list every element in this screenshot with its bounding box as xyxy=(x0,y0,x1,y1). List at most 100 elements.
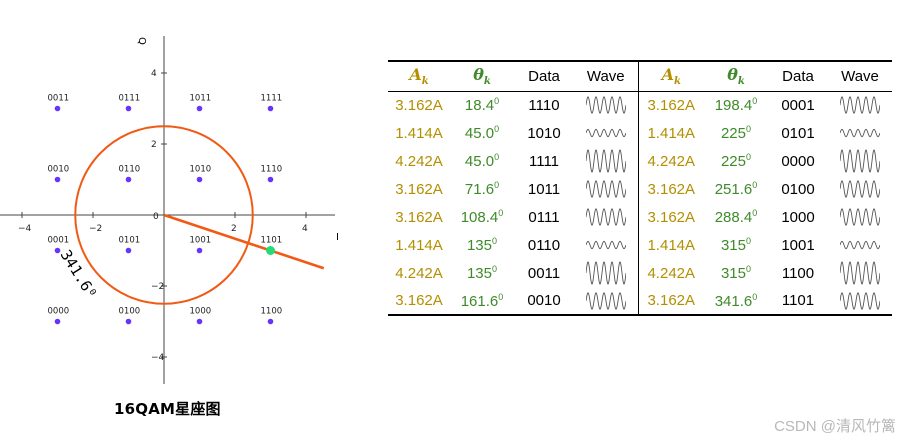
amplitude-cell: 1.414A xyxy=(637,119,704,147)
waveform-icon xyxy=(840,240,880,250)
amplitude-cell: 3.162A xyxy=(637,287,704,315)
table-row: 4.242A 45.00 1111 4.242A 2250 0000 xyxy=(388,147,892,175)
constellation-point xyxy=(196,176,203,183)
constellation-diagram: Q I −4 −2 0 2 4 4 2 −2 −4 0011 0111 1011 1111 0010 01… xyxy=(0,36,339,384)
wave-cell xyxy=(828,91,892,119)
wave-cell xyxy=(574,175,638,203)
constellation-point xyxy=(196,105,203,112)
data-bits-cell: 0100 xyxy=(781,180,815,198)
amplitude-cell: 4.242A xyxy=(637,147,704,175)
constellation-point xyxy=(267,105,274,112)
angle-header: θk xyxy=(473,65,491,88)
angle-label: 341.6⁰ xyxy=(57,247,101,302)
amplitude-circle xyxy=(74,125,254,305)
amplitude-cell: 4.242A xyxy=(395,152,443,170)
point-label: 0010 xyxy=(48,165,70,175)
data-bits-cell: 0001 xyxy=(781,96,815,114)
data-bits-cell: 0110 xyxy=(527,236,561,254)
angle-cell: 18.40 xyxy=(464,96,500,115)
angle-cell: 45.00 xyxy=(464,124,500,142)
watermark: CSDN @清风竹篱 xyxy=(774,418,896,435)
point-label: 0001 xyxy=(48,236,70,246)
diagram-caption: 16QAM星座图 xyxy=(114,400,221,418)
amplitude-cell: 4.242A xyxy=(637,259,704,287)
angle-cell: 1350 xyxy=(466,264,498,282)
constellation-point xyxy=(267,318,274,325)
data-bits-cell: 0111 xyxy=(528,208,560,226)
angle-cell: 251.60 xyxy=(714,180,758,198)
waveform-icon xyxy=(585,240,626,250)
amplitude-cell: 4.242A xyxy=(395,264,443,282)
wave-cell xyxy=(574,119,638,147)
data-bits-cell: 1100 xyxy=(781,264,815,282)
angle-cell: 71.60 xyxy=(464,180,500,198)
data-bits-cell: 0011 xyxy=(527,264,561,282)
data-bits-cell: 1001 xyxy=(781,236,815,254)
amplitude-cell: 3.162A xyxy=(637,91,704,119)
point-label: 1011 xyxy=(190,94,212,104)
highlighted-point xyxy=(266,246,275,255)
constellation-point xyxy=(54,247,61,254)
wave-cell xyxy=(828,119,892,147)
point-label: 1111 xyxy=(261,94,283,104)
data-bits-cell: 1010 xyxy=(527,124,561,142)
data-bits-cell: 1000 xyxy=(781,208,815,226)
wave-cell xyxy=(574,231,638,259)
angle-cell: 2250 xyxy=(720,152,752,170)
table-row: 1.414A 45.00 1010 1.414A 2250 0101 xyxy=(388,119,892,147)
angle-cell: 198.40 xyxy=(714,96,758,115)
data-header: Data xyxy=(782,67,814,85)
amplitude-cell: 1.414A xyxy=(395,124,443,142)
data-bits-cell: 0000 xyxy=(781,152,815,170)
wave-cell xyxy=(828,259,892,287)
angle-cell: 161.60 xyxy=(460,291,504,310)
waveform-icon xyxy=(840,291,880,310)
point-label: 1000 xyxy=(190,307,212,317)
waveform-icon xyxy=(840,180,880,198)
x-tick-label: 4 xyxy=(302,224,308,234)
constellation-point xyxy=(125,105,132,112)
wave-cell xyxy=(828,231,892,259)
point-label: 0000 xyxy=(48,307,70,317)
q-axis-label: Q xyxy=(136,37,147,45)
table-row: 3.162A 18.40 1110 3.162A 198.40 0001 xyxy=(388,91,892,119)
angle-cell: 288.40 xyxy=(714,208,758,226)
waveform-icon xyxy=(585,208,626,226)
wave-cell xyxy=(828,287,892,315)
x-tick-label: 2 xyxy=(231,224,237,234)
waveform-icon xyxy=(840,208,880,226)
waveform-icon xyxy=(840,149,880,173)
point-label: 0101 xyxy=(119,236,141,246)
wave-cell xyxy=(574,147,638,175)
amplitude-cell: 1.414A xyxy=(395,236,443,254)
point-label: 1010 xyxy=(190,165,212,175)
data-bits-cell: 1101 xyxy=(781,292,815,309)
point-label: 0011 xyxy=(48,94,70,104)
amp-header: Ak xyxy=(637,61,704,91)
table-row: 3.162A 161.60 0010 3.162A 341.60 1101 xyxy=(388,287,892,315)
constellation-point xyxy=(125,176,132,183)
amplitude-cell: 1.414A xyxy=(637,231,704,259)
constellation-point xyxy=(125,247,132,254)
angle-header: θk xyxy=(727,65,745,88)
amplitude-cell: 3.162A xyxy=(637,175,704,203)
x-tick-label: −4 xyxy=(18,224,32,234)
data-bits-cell: 1111 xyxy=(528,152,560,170)
point-label: 0111 xyxy=(119,94,141,104)
point-label: 1101 xyxy=(261,236,283,246)
wave-cell xyxy=(828,147,892,175)
angle-cell: 1350 xyxy=(466,236,498,254)
constellation-point xyxy=(196,318,203,325)
y-tick-label: −2 xyxy=(151,282,164,292)
wave-header: Wave xyxy=(841,67,879,85)
data-bits-cell: 0010 xyxy=(527,292,561,309)
point-label: 1100 xyxy=(261,307,283,317)
amp-header: Ak xyxy=(409,65,429,88)
table-row: 4.242A 1350 0011 4.242A 3150 1100 xyxy=(388,259,892,287)
wave-cell xyxy=(828,203,892,231)
waveform-icon xyxy=(585,291,626,310)
waveform-icon xyxy=(840,261,880,285)
data-bits-cell: 1011 xyxy=(527,180,561,198)
amplitude-cell: 3.162A xyxy=(637,203,704,231)
